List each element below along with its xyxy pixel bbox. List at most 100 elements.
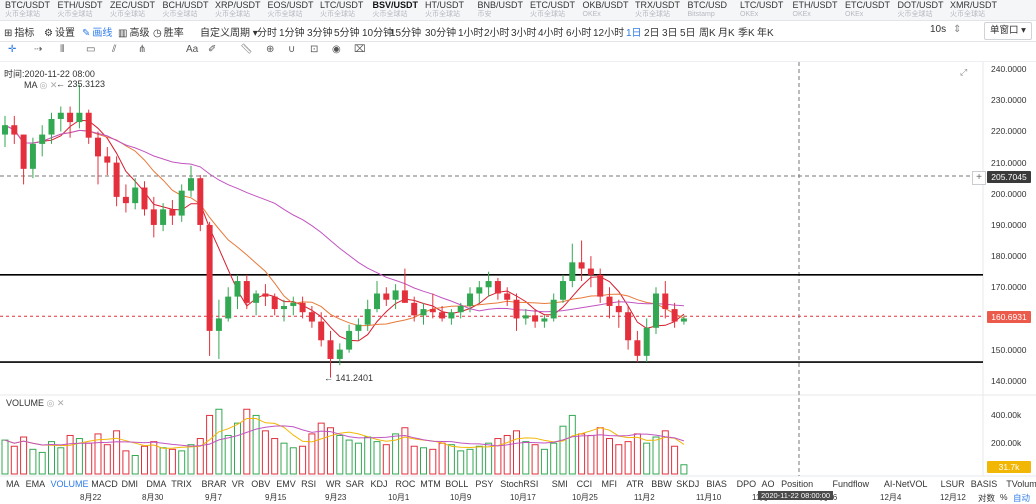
period-option[interactable]: 30分钟 xyxy=(425,28,457,39)
period-option[interactable]: 12小时 xyxy=(593,28,625,39)
pair-tab[interactable]: BTC/USDT 火币全球站 xyxy=(5,1,57,19)
pair-tab[interactable]: TRX/USDT 火币全球站 xyxy=(635,1,687,19)
indicator-tab[interactable]: DPO xyxy=(736,479,757,489)
indicator-tab[interactable]: BIAS xyxy=(706,479,727,489)
horizontal-ray-icon[interactable]: ⇢ xyxy=(34,44,43,55)
win-rate-button[interactable]: ◷ 胜率 xyxy=(153,28,184,39)
indicator-tab[interactable]: SKDJ xyxy=(676,479,700,489)
pair-tab[interactable]: XRP/USDT 火币全球站 xyxy=(215,1,267,19)
period-option[interactable]: 15分钟 xyxy=(390,28,422,39)
crosshair-icon[interactable]: ✛ xyxy=(8,44,17,55)
percent-toggle[interactable]: % xyxy=(1000,492,1008,502)
window-mode-dropdown[interactable]: 单窗口 ▾ xyxy=(984,22,1032,40)
indicator-tab[interactable]: MFI xyxy=(601,479,618,489)
chevron-updown-icon[interactable]: ⇕ xyxy=(953,24,962,35)
period-option[interactable]: 5分钟 xyxy=(334,28,360,39)
rectangle-icon[interactable]: ▭ xyxy=(86,44,96,55)
indicator-tab[interactable]: SAR xyxy=(345,479,365,489)
settings-button[interactable]: ⚙ 设置 xyxy=(44,28,75,39)
draw-button[interactable]: ✎ 画线 xyxy=(82,28,113,39)
indicator-tab[interactable]: VOLUME xyxy=(50,479,89,489)
indicator-tab[interactable]: KDJ xyxy=(370,479,388,489)
period-option[interactable]: 1日 xyxy=(626,28,642,39)
indicator-tab[interactable]: MA xyxy=(6,479,20,489)
add-alert-button[interactable]: + xyxy=(972,171,986,185)
pair-tab[interactable]: ETC/USDT 火币全球站 xyxy=(530,1,582,19)
indicator-tab[interactable]: TVolume xyxy=(1006,479,1036,489)
pair-tab[interactable]: ZEC/USDT 火币全球站 xyxy=(110,1,162,19)
period-option[interactable]: 2日 xyxy=(644,28,660,39)
period-option[interactable]: 3小时 xyxy=(511,28,537,39)
pair-tab[interactable]: BCH/USDT 火币全球站 xyxy=(163,1,215,19)
indicator-tab[interactable]: SMI xyxy=(551,479,568,489)
period-option[interactable]: 周K xyxy=(699,28,716,39)
lock-icon[interactable]: ⊡ xyxy=(310,44,319,55)
period-option[interactable]: 3日 xyxy=(662,28,678,39)
pair-tab[interactable]: BTC/USD Bitstamp xyxy=(688,1,740,19)
period-option[interactable]: 5日 xyxy=(680,28,696,39)
period-option[interactable]: 1小时 xyxy=(458,28,484,39)
indicator-tab[interactable]: CCI xyxy=(576,479,593,489)
close-icon[interactable]: ✕ xyxy=(49,80,58,90)
auto-scale-toggle[interactable]: 自动 xyxy=(1013,493,1031,503)
trash-icon[interactable]: ⌧ xyxy=(354,44,366,55)
indicator-tab[interactable]: VR xyxy=(231,479,245,489)
pair-tab[interactable]: ETH/USDT OKEx xyxy=(793,1,845,19)
indicator-tab[interactable]: BOLL xyxy=(445,479,469,489)
custom-period-dropdown[interactable]: 自定义周期 ▾ xyxy=(200,28,258,39)
indicator-tab[interactable]: TRIX xyxy=(171,479,192,489)
period-option[interactable]: 分时 xyxy=(257,28,277,39)
pair-tab[interactable]: XMR/USDT 火币全球站 xyxy=(950,1,1002,19)
indicator-tab[interactable]: ROC xyxy=(395,479,416,489)
text-icon[interactable]: Aa xyxy=(186,44,199,55)
period-option[interactable]: 2小时 xyxy=(484,28,510,39)
indicator-tab[interactable]: DMI xyxy=(121,479,139,489)
indicator-tab[interactable]: Fundflow xyxy=(832,479,870,489)
period-option[interactable]: 6小时 xyxy=(566,28,592,39)
magnet-icon[interactable]: ∪ xyxy=(288,44,296,55)
indicator-tab[interactable]: DMA xyxy=(146,479,167,489)
pair-tab[interactable]: DOT/USDT 火币全球站 xyxy=(898,1,950,19)
pair-tab[interactable]: ETC/USDT OKEx xyxy=(845,1,897,19)
gear-icon[interactable]: ◎ xyxy=(46,398,55,408)
indicator-tab[interactable]: MACD xyxy=(91,479,118,489)
indicator-tab[interactable]: EMV xyxy=(276,479,296,489)
period-option[interactable]: 月K xyxy=(718,28,735,39)
pair-tab[interactable]: EOS/USDT 火币全球站 xyxy=(268,1,320,19)
pair-tab[interactable]: BSV/USDT 火币全球站 xyxy=(373,1,425,19)
indicator-tab[interactable]: StochRSI xyxy=(500,479,539,489)
indicator-tab[interactable]: RSI xyxy=(301,479,317,489)
indicator-tab[interactable]: AI-NetVOL xyxy=(883,479,928,489)
horizontal-lines[interactable] xyxy=(0,274,983,363)
expand-icon[interactable]: ⤢ xyxy=(960,67,968,77)
period-option[interactable]: 10分钟 xyxy=(362,28,394,39)
indicator-tab[interactable]: BASIS xyxy=(970,479,998,489)
period-option[interactable]: 年K xyxy=(757,28,774,39)
indicator-tab[interactable]: BRAR xyxy=(201,479,227,489)
countdown-dropdown[interactable]: 10s xyxy=(930,24,947,35)
pro-button[interactable]: ▥ 高级 xyxy=(118,28,150,39)
indicator-tab[interactable]: LSUR xyxy=(940,479,965,489)
period-option[interactable]: 1分钟 xyxy=(279,28,305,39)
indicator-tab[interactable]: WR xyxy=(326,479,341,489)
indicator-tab[interactable]: EMA xyxy=(25,479,46,489)
log-scale-toggle[interactable]: 对数 xyxy=(978,493,996,503)
indicator-tab[interactable]: OBV xyxy=(251,479,271,489)
indicator-button[interactable]: ⊞ 指标 xyxy=(4,28,35,39)
brush-icon[interactable]: ✐ xyxy=(208,44,217,55)
eye-icon[interactable]: ◎ xyxy=(39,80,48,90)
pair-tab[interactable]: LTC/USDT 火币全球站 xyxy=(320,1,372,19)
period-option[interactable]: 3分钟 xyxy=(307,28,333,39)
pair-tab[interactable]: BNB/USDT 币安 xyxy=(478,1,530,19)
indicator-tab[interactable]: MTM xyxy=(420,479,441,489)
indicator-tab[interactable]: AO xyxy=(761,479,775,489)
parallel-lines-icon[interactable]: ⫽ xyxy=(112,44,117,55)
indicator-tab[interactable]: ATR xyxy=(626,479,644,489)
pair-tab[interactable]: OKB/USDT OKEx xyxy=(583,1,635,19)
period-option[interactable]: 季K xyxy=(738,28,755,39)
pair-tab[interactable]: HT/USDT 火币全球站 xyxy=(425,1,477,19)
period-option[interactable]: 4小时 xyxy=(538,28,564,39)
eye-icon[interactable]: ◉ xyxy=(332,44,341,55)
pair-tab[interactable]: ETH/USDT 火币全球站 xyxy=(58,1,110,19)
